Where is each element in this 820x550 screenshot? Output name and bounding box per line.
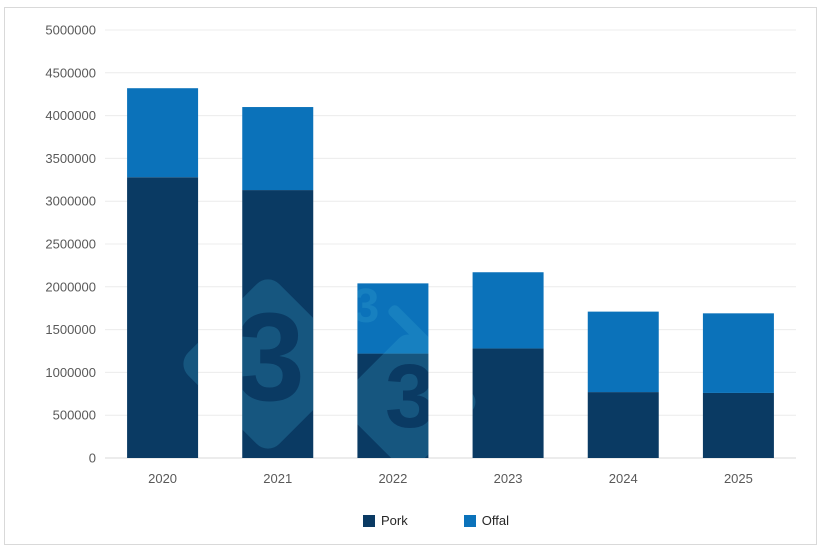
y-axis-tick-label: 4500000 — [45, 65, 96, 80]
watermark-diamond-large — [183, 279, 353, 449]
x-axis-label: 2023 — [494, 471, 523, 486]
bar-segment-pork-2023[interactable] — [472, 348, 544, 458]
bar-segment-pork-2021[interactable] — [242, 190, 314, 458]
bar-segment-offal-2024[interactable] — [587, 311, 659, 393]
x-axis-label: 2021 — [263, 471, 292, 486]
y-axis-tick-label: 2500000 — [45, 237, 96, 252]
y-axis-tick-label: 3500000 — [45, 151, 96, 166]
legend-label-pork: Pork — [381, 513, 408, 528]
watermark: 3 — [183, 279, 476, 458]
bar-segment-offal-2021[interactable] — [242, 107, 314, 191]
y-axis-tick-label: 0 — [89, 451, 96, 466]
x-axis-label: 2025 — [724, 471, 753, 486]
x-axis-label: 2024 — [609, 471, 638, 486]
watermark-diamond-medium — [340, 334, 476, 458]
y-axis-tick-label: 1000000 — [45, 365, 96, 380]
bar-segment-offal-2020[interactable] — [127, 88, 199, 178]
bar-segment-pork-2022[interactable] — [357, 353, 429, 458]
bar-segment-offal-2022[interactable] — [357, 283, 429, 354]
legend-swatch-offal — [463, 515, 476, 527]
legend-item-offal[interactable]: Offal — [463, 513, 509, 528]
y-axis-tick-label: 500000 — [53, 408, 96, 423]
x-axis-label: 2020 — [148, 471, 177, 486]
legend-swatch-pork — [363, 515, 375, 527]
y-axis-tick-label: 2000000 — [45, 279, 96, 294]
y-axis-tick-label: 3000000 — [45, 194, 96, 209]
bar-segment-pork-2024[interactable] — [587, 392, 659, 458]
y-axis-tick-label: 1500000 — [45, 322, 96, 337]
legend-item-pork[interactable]: Pork — [363, 514, 408, 528]
watermark-small-glyph: 3 — [353, 280, 380, 333]
y-axis-tick-label: 5000000 — [45, 23, 96, 38]
bar-segment-pork-2020[interactable] — [127, 177, 199, 458]
x-axis-label: 2022 — [378, 471, 407, 486]
bar-segment-offal-2023[interactable] — [472, 272, 544, 349]
bar-segment-offal-2025[interactable] — [702, 313, 774, 393]
bar-segment-pork-2025[interactable] — [702, 392, 774, 458]
watermark-diamond-large-shape — [183, 279, 353, 449]
legend: Pork Offal — [363, 514, 509, 528]
y-axis-tick-label: 4000000 — [45, 108, 96, 123]
watermark-diamond-medium-shape — [340, 334, 476, 458]
legend-label-offal: Offal — [481, 513, 509, 528]
